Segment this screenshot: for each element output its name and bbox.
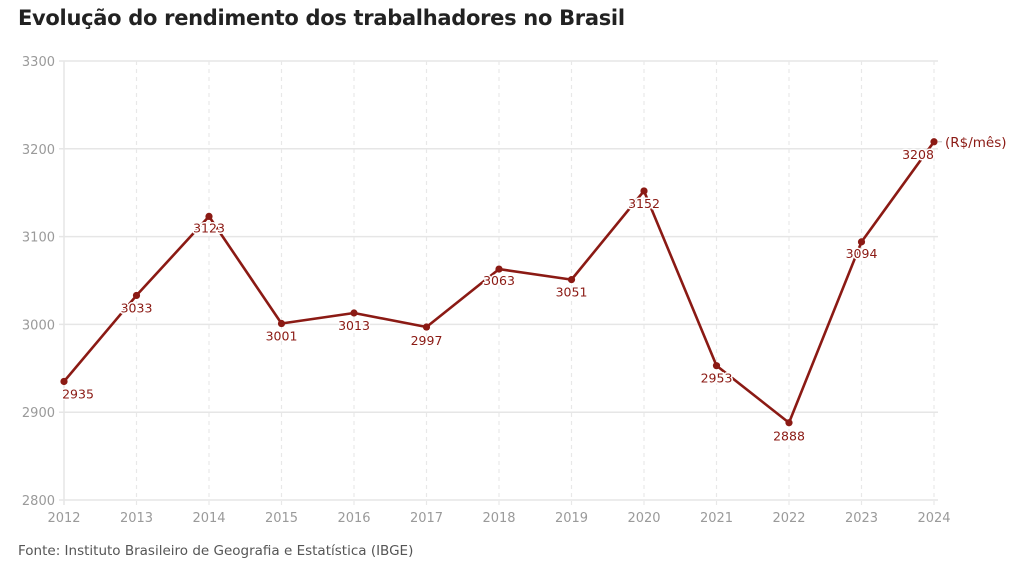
data-point [567,276,576,284]
data-point [277,319,286,328]
data-label: 2888 [773,429,805,444]
data-point [785,419,793,427]
x-tick-label: 2016 [337,511,370,526]
x-tick-label: 2024 [917,511,950,526]
data-point [60,377,68,386]
data-label: 3013 [338,318,370,333]
x-tick-label: 2020 [627,511,660,526]
grid [59,60,938,505]
data-label: 3033 [121,300,153,315]
data-point [495,265,503,273]
data-label: 3094 [846,246,878,261]
source-note: Fonte: Instituto Brasileiro de Geografia… [18,543,414,559]
y-tick-label: 3200 [22,143,55,158]
x-tick-label: 2018 [482,511,515,526]
y-tick-label: 2800 [22,494,55,509]
x-tick-label: 2017 [410,511,443,526]
y-tick-label: 3000 [22,318,55,333]
series [60,138,938,427]
data-label: 2935 [62,386,94,401]
data-point [857,238,866,246]
data-point [350,309,358,317]
data-point [132,291,141,300]
axes: 2800 2900 3000 3100 3200 3300 2012 2013 2014 2015… [22,55,951,526]
data-label: 3152 [628,196,660,211]
data-label: 3001 [266,329,298,344]
x-tick-label: 2015 [265,511,298,526]
x-tick-label: 2021 [700,511,733,526]
data-label: 3051 [556,285,588,300]
data-point [712,362,721,370]
data-label: 3123 [193,220,225,235]
chart-title: Evolução do rendimento dos trabalhadores… [18,6,625,30]
y-tick-label: 3300 [22,55,55,70]
x-tick-label: 2023 [845,511,878,526]
x-tick-label: 2019 [555,511,588,526]
data-point [640,187,648,195]
x-tick-label: 2013 [120,511,153,526]
x-tick-label: 2022 [772,511,805,526]
data-label: 3208 [902,147,934,162]
data-point [422,323,431,331]
y-tick-label: 3100 [22,231,55,246]
x-tick-label: 2012 [47,511,80,526]
data-labels: 2935 3033 3123 3001 3013 2997 3063 3051 3152 2953… [61,133,1008,445]
series-label: (R$/mês) [945,135,1007,151]
data-point [930,138,938,146]
data-label: 3063 [483,273,515,288]
x-tick-label: 2014 [192,511,225,526]
y-tick-label: 2900 [22,406,55,421]
data-label: 2997 [411,333,443,348]
data-label: 2953 [701,371,733,386]
data-point [205,212,213,221]
